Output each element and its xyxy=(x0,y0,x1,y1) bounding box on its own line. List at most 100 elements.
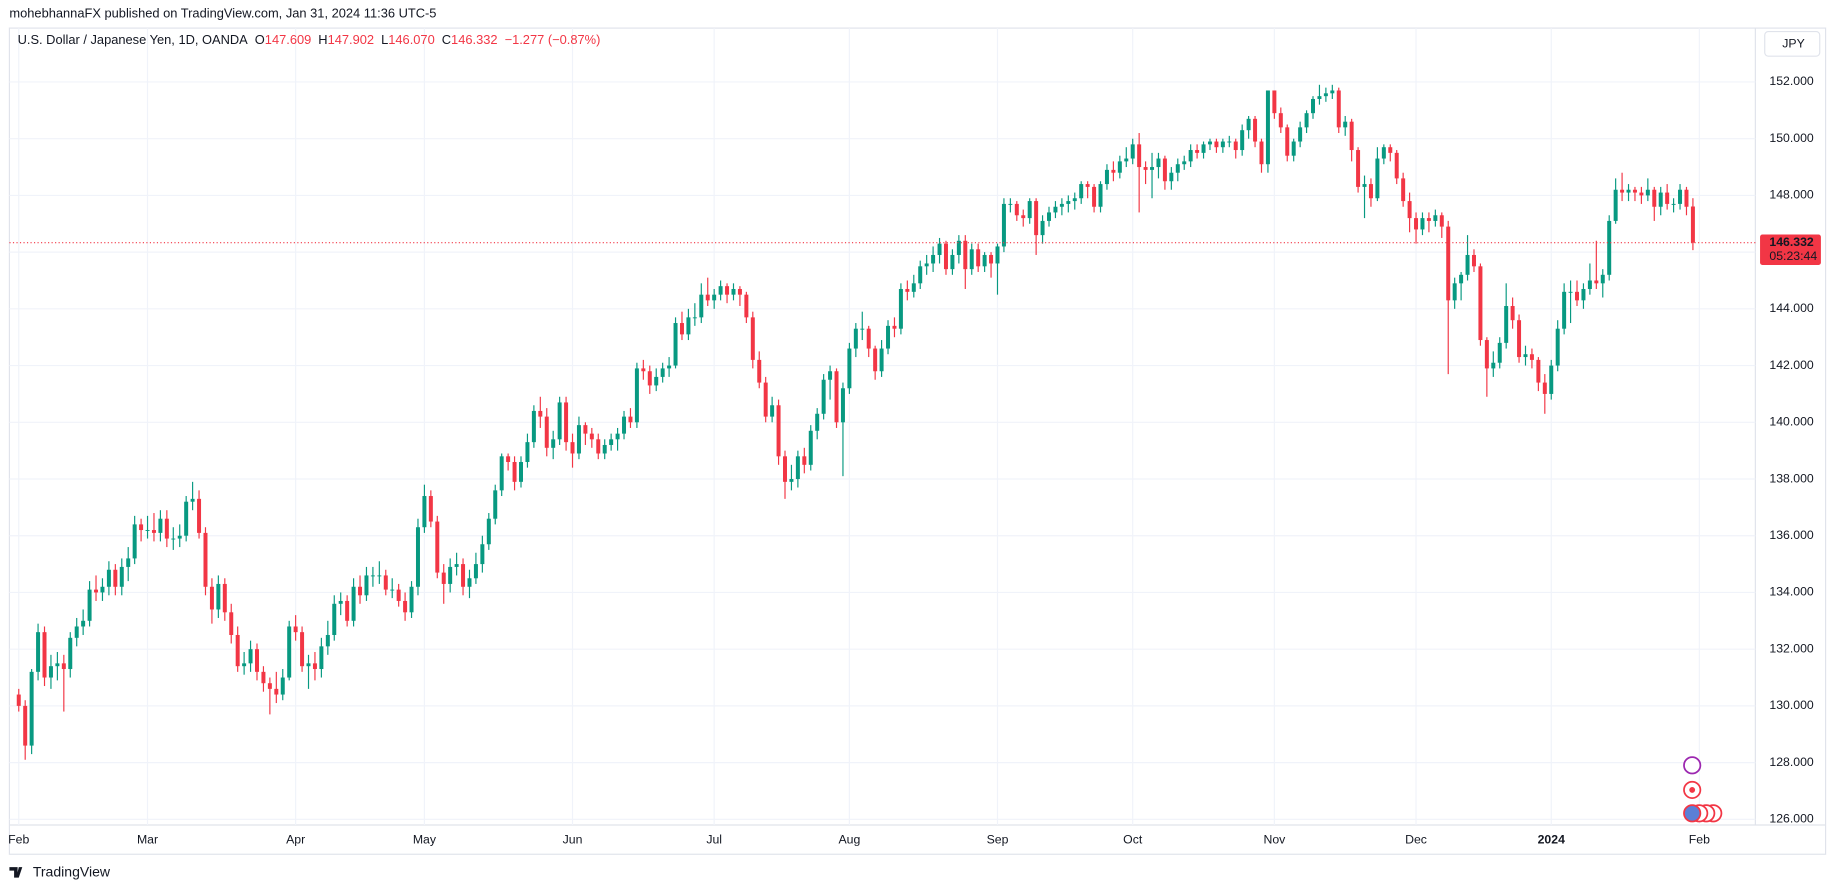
candle-body xyxy=(1066,201,1071,204)
candle-body xyxy=(931,254,936,264)
candle-body xyxy=(48,666,53,678)
candle-body xyxy=(364,575,369,596)
candle-body xyxy=(267,683,272,689)
candle-body xyxy=(358,586,363,596)
x-tick-label: Mar xyxy=(137,832,158,846)
candle-body xyxy=(441,572,446,584)
event-icon[interactable] xyxy=(1683,756,1702,775)
candle-body xyxy=(325,634,330,647)
candle-body xyxy=(164,518,169,539)
candle-body xyxy=(280,677,285,695)
candle-body xyxy=(692,317,697,319)
candle-body xyxy=(74,626,79,638)
candle-body xyxy=(1130,144,1135,159)
o-value: 147.609 xyxy=(265,32,311,47)
candle-body xyxy=(815,413,820,431)
currency[interactable]: JPY xyxy=(1782,37,1805,51)
candle-body xyxy=(776,405,781,457)
candle-body xyxy=(158,518,163,533)
candle-body xyxy=(596,439,601,454)
candle-body xyxy=(1690,206,1695,243)
candle-body xyxy=(1201,144,1206,153)
candle-body xyxy=(145,530,150,531)
candle-body xyxy=(1175,164,1180,173)
candle-body xyxy=(1272,90,1277,114)
candle-body xyxy=(647,371,652,386)
candle-body xyxy=(235,634,240,667)
candle-body xyxy=(1407,201,1412,219)
candle-body xyxy=(454,564,459,567)
candle-body xyxy=(1059,203,1064,207)
candle-body xyxy=(1117,161,1122,173)
candle-body xyxy=(197,498,202,533)
candle-body xyxy=(345,600,350,621)
candle-body xyxy=(705,294,710,301)
candle-body xyxy=(306,663,311,667)
candle-body xyxy=(1104,169,1109,185)
currency-button[interactable] xyxy=(1764,31,1821,57)
candle-body xyxy=(789,479,794,482)
candle-body xyxy=(68,637,73,670)
candle-body xyxy=(1439,215,1444,227)
candle-body xyxy=(660,368,665,377)
candle-body xyxy=(1001,203,1006,247)
candle-body xyxy=(757,359,762,383)
candle-body xyxy=(1549,365,1554,394)
candle-body xyxy=(873,348,878,372)
candle-body xyxy=(81,620,86,627)
candle-body xyxy=(119,566,124,587)
candle-body xyxy=(583,425,588,434)
y-tick-label: 148.000 xyxy=(1769,188,1814,202)
candle-body xyxy=(1562,291,1567,329)
change: −1.277 (−0.87%) xyxy=(505,32,601,47)
candle-body xyxy=(622,416,627,434)
candle-body xyxy=(1684,189,1689,207)
candle-body xyxy=(725,286,730,295)
y-tick-label: 128.000 xyxy=(1769,755,1814,769)
candle-body xyxy=(242,663,247,667)
publisher: mohebhannaFX published on TradingView.co… xyxy=(9,5,436,20)
candle-body xyxy=(1497,342,1502,363)
candle-body xyxy=(808,430,813,465)
candle-body xyxy=(564,402,569,443)
candle-body xyxy=(1575,291,1580,301)
candle-body xyxy=(415,527,420,587)
event-icon[interactable] xyxy=(1683,804,1702,823)
logo: TradingView xyxy=(9,864,111,880)
candle-body xyxy=(570,442,575,454)
candle-body xyxy=(1162,158,1167,182)
candle-body xyxy=(982,254,987,267)
x-tick-label: Jul xyxy=(706,832,722,846)
candle-body xyxy=(1665,192,1670,204)
candle-body xyxy=(886,325,891,349)
candle-body xyxy=(1137,144,1142,168)
candle-body xyxy=(1471,254,1476,267)
candle-body xyxy=(783,456,787,482)
candle-body xyxy=(686,317,691,335)
candle-body xyxy=(216,583,221,610)
candle-body xyxy=(461,564,466,587)
candle-body xyxy=(969,249,974,270)
candle-body xyxy=(1047,212,1052,221)
candle-body xyxy=(1414,218,1419,230)
candle-body xyxy=(1607,220,1612,275)
candle-body xyxy=(924,263,929,267)
candle-body xyxy=(989,254,994,264)
candle-body xyxy=(1433,215,1438,221)
candle-body xyxy=(1375,158,1380,199)
candle-body xyxy=(918,266,923,284)
candle-body xyxy=(139,524,144,531)
candle-body xyxy=(486,518,491,545)
x-tick-label: Jun xyxy=(563,832,583,846)
l-label: L xyxy=(381,32,388,47)
candle-body xyxy=(525,442,530,462)
candle-body xyxy=(1291,141,1296,156)
h-label: H xyxy=(318,32,327,47)
candle-body xyxy=(1632,189,1637,193)
candle-body xyxy=(403,600,408,613)
candle-body xyxy=(106,569,111,587)
candle-body xyxy=(1214,141,1219,148)
candle-body xyxy=(370,575,375,577)
x-tick-label: Nov xyxy=(1263,832,1286,846)
